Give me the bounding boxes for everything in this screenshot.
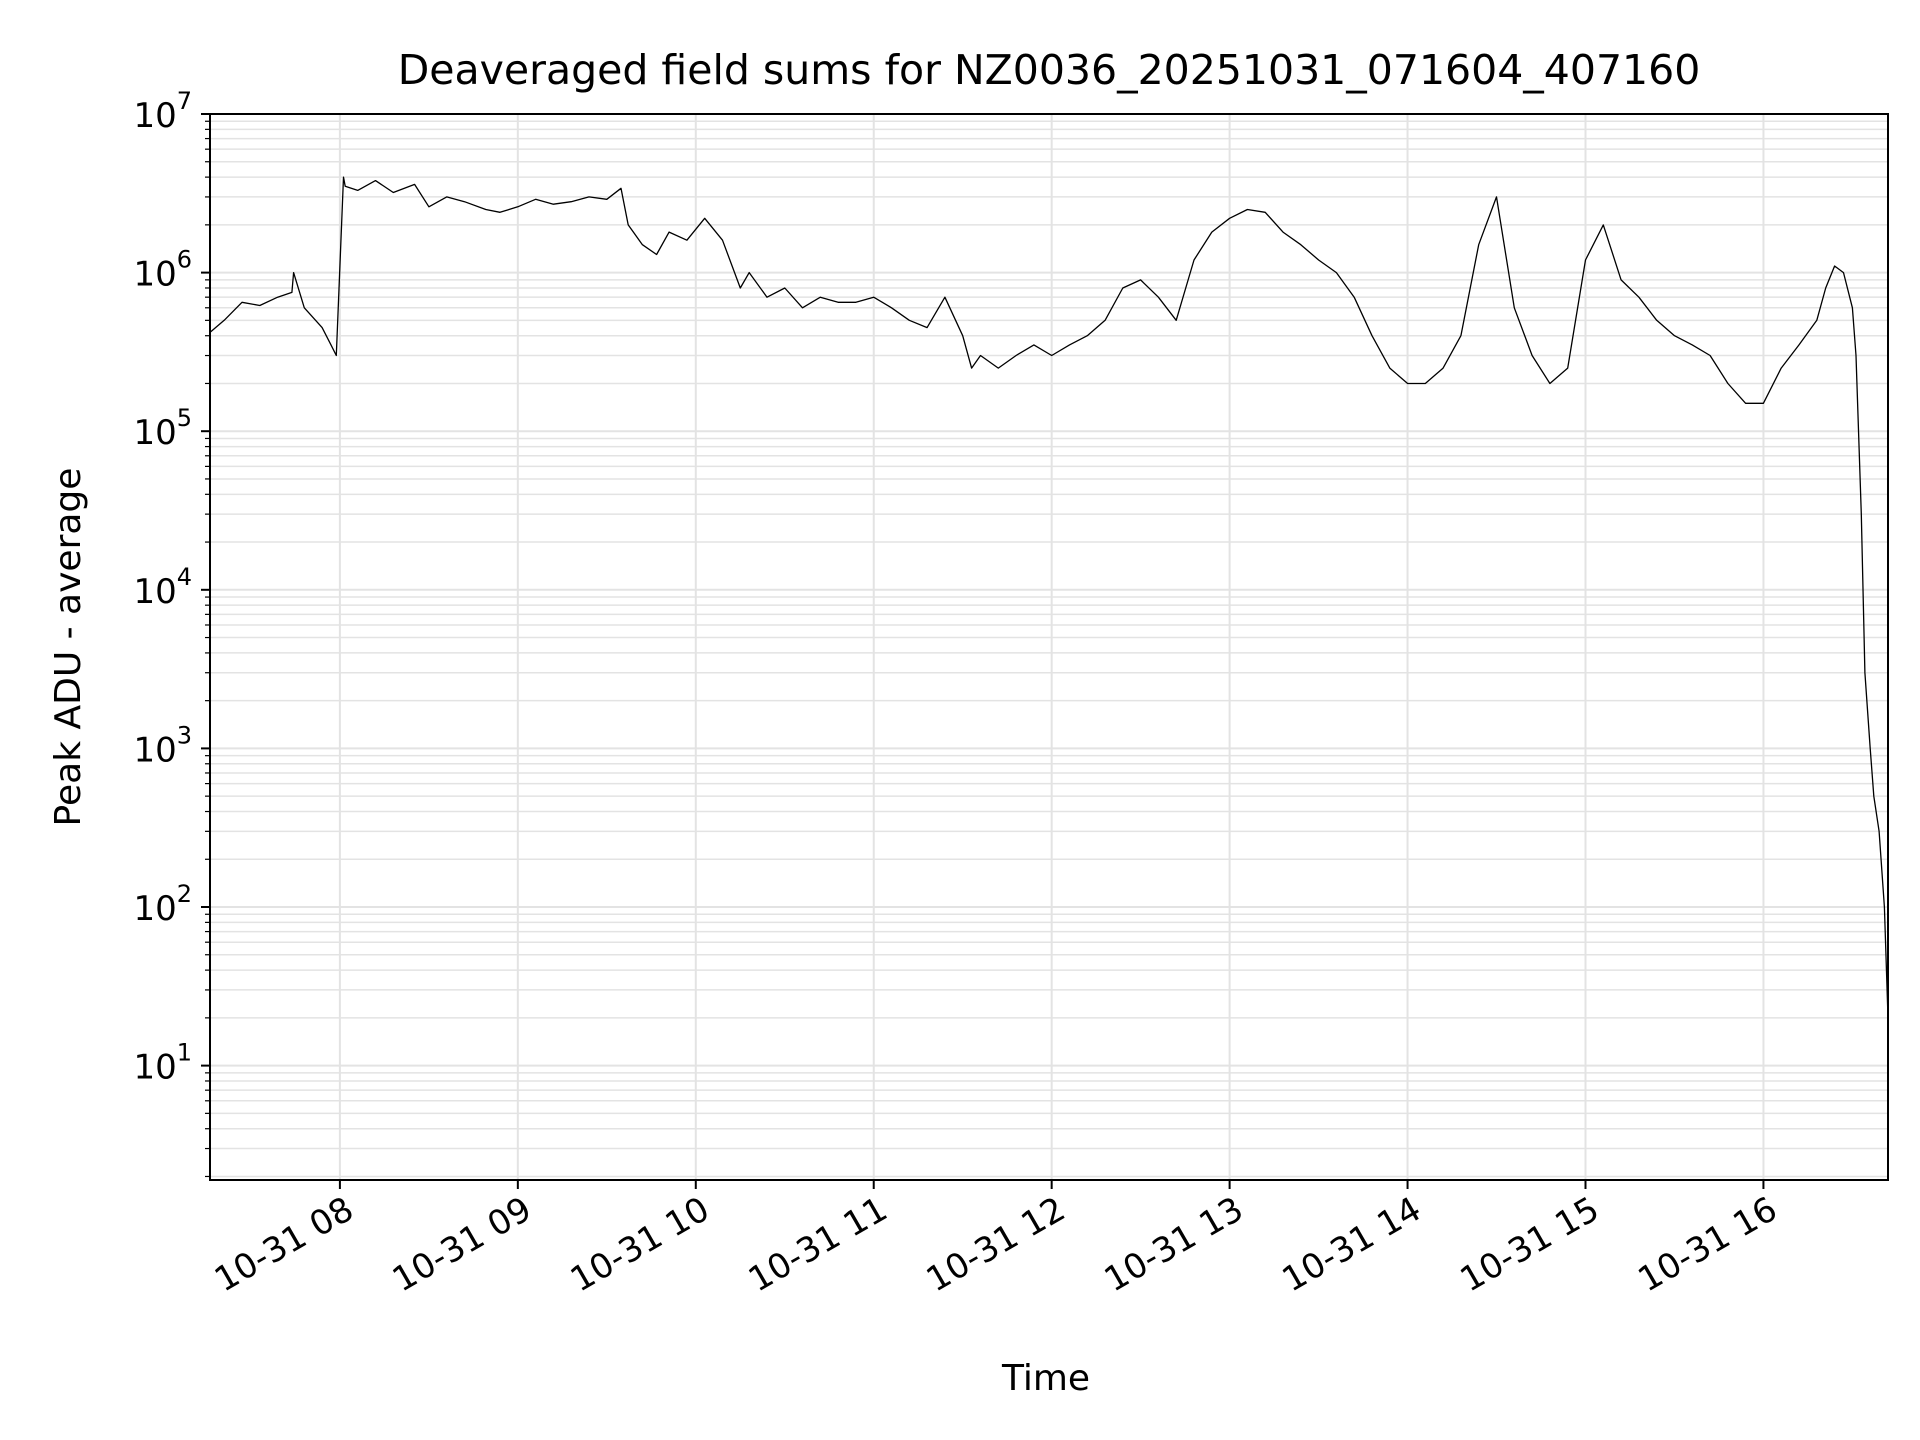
y-tick-label: 102 bbox=[133, 880, 192, 929]
y-tick-label: 101 bbox=[133, 1039, 192, 1088]
x-tick-label: 10-31 14 bbox=[1276, 1189, 1428, 1300]
y-tick-label: 107 bbox=[133, 87, 192, 136]
x-tick-label: 10-31 09 bbox=[386, 1189, 538, 1300]
x-tick-label: 10-31 11 bbox=[742, 1189, 894, 1300]
x-tick-label: 10-31 16 bbox=[1632, 1189, 1784, 1300]
x-tick-label: 10-31 08 bbox=[208, 1189, 360, 1300]
y-tick-label: 103 bbox=[133, 721, 192, 770]
y-tick-label: 106 bbox=[133, 246, 192, 295]
x-axis-label: Time bbox=[1001, 1358, 1090, 1399]
series-line bbox=[209, 176, 1889, 1018]
y-tick-label: 105 bbox=[133, 404, 192, 453]
x-tick-label: 10-31 15 bbox=[1454, 1189, 1606, 1300]
plot-frame bbox=[209, 113, 1889, 1181]
x-tick-label: 10-31 10 bbox=[564, 1189, 716, 1300]
chart-title: Deaveraged field sums for NZ0036_2025103… bbox=[398, 46, 1701, 94]
y-axis-label: Peak ADU - average bbox=[48, 468, 89, 827]
x-tick-label: 10-31 12 bbox=[920, 1189, 1072, 1300]
x-axis-ticks: 10-31 08 10-31 09 10-31 10 10-31 11 10-31 12… bbox=[208, 1180, 1784, 1300]
x-tick-label: 10-31 13 bbox=[1098, 1189, 1250, 1300]
grid-lines bbox=[210, 113, 1888, 1180]
y-tick-label: 104 bbox=[133, 563, 192, 612]
y-axis-ticks: 101 102 103 104 105 106 107 bbox=[133, 87, 210, 1178]
